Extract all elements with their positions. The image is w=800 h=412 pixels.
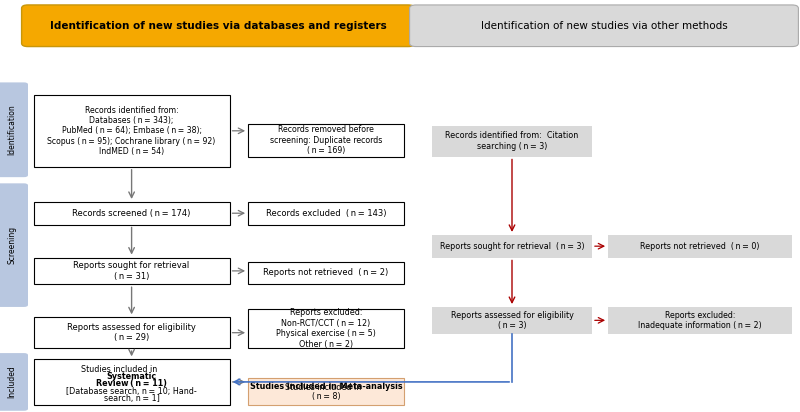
FancyBboxPatch shape	[608, 235, 792, 258]
FancyBboxPatch shape	[0, 183, 28, 307]
Text: Records excluded  ( n = 143): Records excluded ( n = 143)	[266, 209, 386, 218]
FancyBboxPatch shape	[432, 235, 592, 258]
FancyBboxPatch shape	[248, 378, 404, 405]
FancyBboxPatch shape	[248, 124, 404, 157]
FancyBboxPatch shape	[34, 317, 230, 348]
Text: Records removed before
screening: Duplicate records
( n = 169): Records removed before screening: Duplic…	[270, 125, 382, 155]
Text: Studies included in: Studies included in	[285, 383, 367, 392]
FancyBboxPatch shape	[34, 258, 230, 284]
FancyBboxPatch shape	[410, 5, 798, 47]
Text: Records identified from:
Databases ( n = 343);
PubMed ( n = 64); Embase ( n = 38: Records identified from: Databases ( n =…	[47, 105, 216, 156]
Text: Identification of new studies via databases and registers: Identification of new studies via databa…	[50, 21, 386, 31]
Text: Reports not retrieved  ( n = 0): Reports not retrieved ( n = 0)	[640, 242, 760, 250]
Text: Studies included in Meta-analysis: Studies included in Meta-analysis	[250, 382, 402, 391]
Text: Reports assessed for eligibility
( n = 29): Reports assessed for eligibility ( n = 2…	[67, 323, 196, 342]
Text: Reports sought for retrieval  ( n = 3): Reports sought for retrieval ( n = 3)	[440, 242, 584, 250]
Text: Records identified from:  Citation
searching ( n = 3): Records identified from: Citation search…	[446, 131, 578, 151]
FancyBboxPatch shape	[248, 309, 404, 348]
Text: Studies included in: Studies included in	[81, 365, 182, 374]
FancyBboxPatch shape	[608, 307, 792, 334]
Text: Reports excluded:
Inadequate information ( n = 2): Reports excluded: Inadequate information…	[638, 311, 762, 330]
Text: Screening: Screening	[7, 226, 17, 264]
FancyBboxPatch shape	[0, 353, 28, 411]
Text: Reports assessed for eligibility
( n = 3): Reports assessed for eligibility ( n = 3…	[450, 311, 574, 330]
FancyBboxPatch shape	[248, 202, 404, 225]
FancyBboxPatch shape	[34, 202, 230, 225]
Text: search, n = 1]: search, n = 1]	[104, 394, 159, 403]
Text: ( n = 8): ( n = 8)	[312, 392, 340, 401]
Text: Reports excluded:
Non-RCT/CCT ( n = 12)
Physical exercise ( n = 5)
Other ( n = 2: Reports excluded: Non-RCT/CCT ( n = 12) …	[276, 309, 376, 349]
Text: Systematic: Systematic	[106, 372, 157, 381]
FancyBboxPatch shape	[248, 262, 404, 284]
FancyBboxPatch shape	[432, 307, 592, 334]
FancyBboxPatch shape	[34, 95, 230, 167]
Text: Records screened ( n = 174): Records screened ( n = 174)	[73, 209, 190, 218]
FancyBboxPatch shape	[432, 126, 592, 157]
Text: Reports not retrieved  ( n = 2): Reports not retrieved ( n = 2)	[263, 269, 389, 277]
Text: Included: Included	[7, 365, 17, 398]
Text: Identification of new studies via other methods: Identification of new studies via other …	[481, 21, 727, 31]
Text: Reports sought for retrieval
( n = 31): Reports sought for retrieval ( n = 31)	[74, 261, 190, 281]
FancyBboxPatch shape	[22, 5, 414, 47]
FancyBboxPatch shape	[34, 359, 230, 405]
Text: Review ( n = 11): Review ( n = 11)	[96, 379, 167, 388]
Text: Identification: Identification	[7, 104, 17, 155]
Text: [Database search, n = 10; Hand-: [Database search, n = 10; Hand-	[66, 387, 197, 396]
FancyBboxPatch shape	[0, 82, 28, 177]
